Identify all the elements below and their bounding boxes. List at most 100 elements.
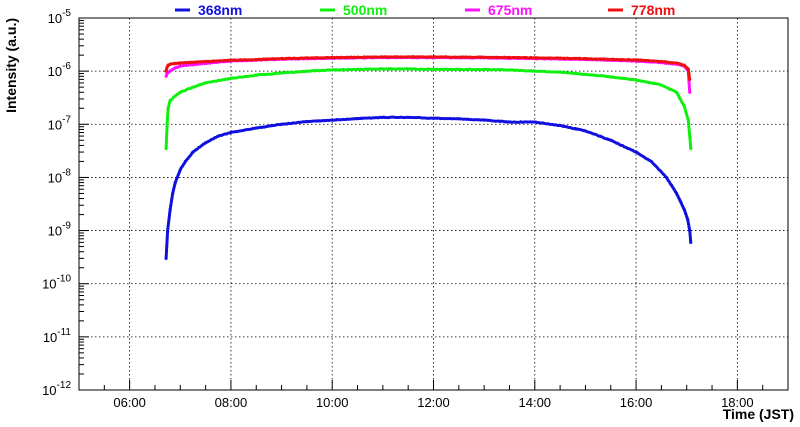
series-marker: [380, 55, 384, 59]
series-778nm: [164, 55, 692, 81]
series-marker: [177, 64, 181, 68]
series-marker: [202, 81, 206, 85]
x-tick-label: 12:00: [417, 395, 450, 410]
series-marker: [329, 68, 333, 72]
series-marker: [190, 151, 194, 155]
series-marker: [165, 123, 169, 127]
series-marker: [253, 73, 257, 77]
series-marker: [215, 135, 219, 139]
y-tick-base: 10: [48, 11, 62, 26]
series-marker: [304, 69, 308, 73]
y-tick-exponent: -9: [62, 221, 71, 232]
y-tick-exponent: -6: [62, 61, 71, 72]
series-marker: [688, 89, 692, 93]
series-marker: [648, 159, 652, 163]
legend-label: 500nm: [343, 2, 387, 18]
series-500nm: [164, 67, 693, 151]
series-marker: [532, 69, 536, 73]
y-axis-title: Intensity (a.u.): [3, 18, 19, 113]
series-marker: [380, 116, 384, 120]
series-marker: [178, 169, 182, 173]
y-tick-label: 10-9: [48, 221, 72, 239]
series-marker: [278, 123, 282, 127]
x-tick-label: 06:00: [113, 395, 146, 410]
series-marker: [354, 117, 358, 121]
series-marker: [689, 239, 693, 243]
series-marker: [430, 67, 434, 71]
series-marker: [253, 126, 257, 130]
series-marker: [481, 118, 485, 122]
series-marker: [674, 190, 678, 194]
series-marker: [278, 57, 282, 61]
series-marker: [688, 133, 692, 137]
legend-label: 368nm: [198, 2, 242, 18]
y-tick-label: 10-7: [48, 114, 72, 132]
series-marker: [172, 95, 176, 99]
series-marker: [171, 192, 175, 196]
series-marker: [177, 61, 181, 65]
series-marker: [658, 59, 662, 63]
y-tick-exponent: -10: [57, 274, 72, 285]
series-marker: [633, 58, 637, 62]
y-tick-label: 10-5: [48, 8, 72, 26]
x-axis-title: Time (JST): [723, 406, 794, 422]
series-marker: [506, 120, 510, 124]
y-tick-label: 10-11: [43, 327, 72, 345]
series-marker: [228, 58, 232, 62]
x-tick-label: 14:00: [519, 395, 552, 410]
x-tick-label: 16:00: [620, 395, 653, 410]
legend: 368nm 500nm 675nm 778nm: [175, 2, 675, 18]
tick-labels: 06:00 08:00 10:00 12:00 14:00 16:00 18:0010-12…: [42, 8, 754, 410]
series-marker: [658, 83, 662, 87]
series-marker: [582, 73, 586, 77]
axis-ticks: [78, 19, 789, 391]
series-marker: [633, 150, 637, 154]
y-tick-base: 10: [48, 117, 62, 132]
series-marker: [481, 55, 485, 59]
series-marker: [354, 68, 358, 72]
series-marker: [456, 67, 460, 71]
series-marker: [228, 77, 232, 81]
y-tick-exponent: -12: [57, 380, 72, 391]
series-marker: [202, 60, 206, 64]
series-marker: [166, 230, 170, 234]
y-tick-base: 10: [48, 224, 62, 239]
series-marker: [405, 67, 409, 71]
series-marker: [190, 86, 194, 90]
series-marker: [430, 55, 434, 59]
series-marker: [405, 115, 409, 119]
y-tick-base: 10: [48, 170, 62, 185]
series-marker: [430, 116, 434, 120]
series-marker: [481, 67, 485, 71]
series-marker: [183, 161, 187, 165]
series-marker: [228, 131, 232, 135]
series-marker: [532, 120, 536, 124]
series-marker: [202, 142, 206, 146]
series-marker: [689, 145, 693, 149]
series-marker: [608, 75, 612, 79]
y-tick-base: 10: [48, 64, 62, 79]
y-tick-base: 10: [42, 277, 56, 292]
series-marker: [688, 76, 692, 80]
series-marker: [673, 61, 677, 65]
y-tick-exponent: -11: [57, 327, 71, 338]
series-marker: [663, 174, 667, 178]
legend-label: 778nm: [631, 2, 675, 18]
series-marker: [380, 67, 384, 71]
series-marker: [582, 129, 586, 133]
x-tick-label: 08:00: [215, 395, 248, 410]
series-368nm: [164, 115, 693, 260]
y-tick-label: 10-8: [48, 167, 72, 185]
y-tick-exponent: -5: [62, 8, 71, 19]
series-marker: [304, 120, 308, 124]
y-tick-base: 10: [43, 330, 57, 345]
series-marker: [582, 56, 586, 60]
y-tick-label: 10-6: [48, 61, 72, 79]
series-marker: [633, 78, 637, 82]
y-tick-label: 10-10: [42, 274, 71, 292]
series-marker: [278, 71, 282, 75]
series-marker: [608, 138, 612, 142]
legend-label: 675nm: [488, 2, 532, 18]
series-marker: [532, 56, 536, 60]
